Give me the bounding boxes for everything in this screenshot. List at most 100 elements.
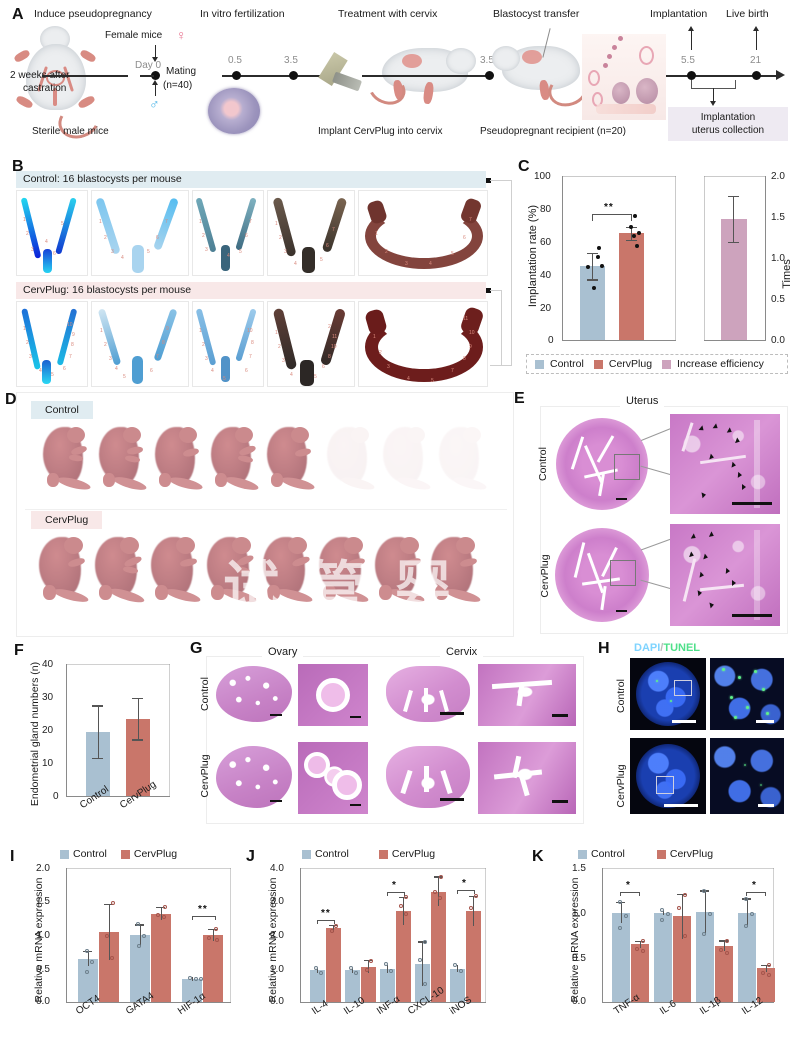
panel-i-top-spine [66,868,231,869]
panel-j-significance-bracket-infa [387,892,405,896]
panel-j-error-control-cxcl10 [422,941,424,986]
panel-j-error-cervplug-il4 [333,925,335,932]
panel-i-legend: Control CervPlug [60,848,177,860]
cervplug-applicator [331,71,363,92]
panel-k-error-control-il12 [746,898,748,927]
panel-j-errorcap-il10-t [364,960,372,962]
panel-k-ytick-1p0: 1.0 [572,908,586,919]
pup-control-5 [263,425,317,503]
implantation-uterus-collection-box: Implantation uterus collection [668,107,788,141]
panel-c-ytick-20: 20 [540,303,552,314]
panel-c-ytick-right-0: 0.0 [771,335,785,346]
panel-g-row-label-cervplug: CervPlug [199,754,211,798]
panel-d-tag-control: Control [31,401,93,419]
panel-j-error-cervplug-cxcl10 [438,876,440,907]
panel-j-errorcap-inos-t [469,895,477,898]
panel-j-ytick-0p0: 0.0 [270,996,284,1007]
panel-i-error-control-hif1a [191,976,193,981]
panel-h: H DAPI/TUNEL Control CervPlug [598,640,794,840]
panel-c-errorcap-bottom-increase [728,241,739,243]
panel-g-ovary-low-control [214,664,294,726]
panel-k-top-spine [602,868,774,869]
legend-label-cervplug: CervPlug [608,358,653,370]
panel-h-tunel-zoom-cervplug [710,738,784,814]
panel-c-errorcap-bottom-control [587,279,598,281]
panel-f-right-spine [169,664,170,796]
panel-c-errorcap-top-control [587,253,598,255]
timepoint-1: 3.5 [284,55,298,66]
legend-swatch-control [60,849,69,859]
panel-c-ylabel: Implantation rate (%) [527,204,539,308]
panel-c-ytick-100: 100 [534,171,551,182]
collection-line-2: uterus collection [691,125,765,136]
livebirth-arrow-head [753,26,759,31]
panel-i-bar-cervplug-gata4 [151,913,171,1002]
panel-j-ytick-3p0: 3.0 [270,896,284,907]
panel-f-ytick-10: 10 [42,758,54,769]
pup-cervplug-4 [203,535,259,617]
panel-k-errorcap-tnfa-c [616,901,625,904]
panel-e-row-label-control: Control [537,447,549,481]
panel-d-divider [25,509,507,510]
panel-a-heading-5: Live birth [726,8,769,20]
panel-f-ylabel: Endometrial gland numbers (n) [29,661,41,807]
panel-k-error-control-il1b [704,890,706,934]
panel-c-right-subplot-y-axis [765,176,766,340]
panel-k-bar-control-il1b [696,911,714,1002]
panel-j-bar-cervplug-infa [396,910,411,1002]
panel-j-error-cervplug-inos [473,895,475,926]
female-arrow-head [152,57,158,62]
castration-label: castration [23,83,67,94]
timeline-segment-3 [666,75,776,78]
panel-f-ytick-20: 20 [42,725,54,736]
legend-swatch-cervplug [656,849,666,859]
panel-k-error-cervplug-il1b [723,940,725,952]
pup-cervplug-8 [427,535,483,617]
collection-arrow-stem [713,88,715,102]
pup-control-2 [95,425,149,503]
panel-a: A Induce pseudopregnancy In vitro fertil… [0,0,796,152]
panel-e-letter: E [514,390,525,407]
panel-k-legend: Control CervPlug [578,848,713,860]
panel-c-point-control [586,265,590,269]
panel-c-point-control [600,264,604,268]
embryo-transfer-dish-illustration [582,34,666,120]
panel-c-y-axis [562,176,563,340]
panel-e-title: Uterus [620,395,665,407]
panel-b-band-control: Control: 16 blastocysts per mouse [16,171,486,188]
mating-n-label: (n=40) [163,80,193,91]
panel-j-significance-bracket-il4 [317,920,335,924]
male-symbol-icon: ♂ [149,96,160,112]
implantation-arrow-head [688,26,694,31]
panel-g: G Ovary Cervix Control CervPlug [190,640,592,840]
panel-i-bar-control-hif1a [182,978,202,1002]
panel-d-letter: D [5,391,17,408]
panel-i-error-cervplug-hif1a [212,929,214,941]
timeline-dot-5p5 [687,71,696,80]
panel-k-bar-cervplug-il1b [715,945,733,1002]
panel-h-row-label-control: Control [615,679,627,713]
panel-h-row-label-cervplug: CervPlug [615,764,627,808]
panel-i-error-control-gata4 [139,924,141,946]
panel-f-top-spine [66,664,170,665]
panel-f-x-axis [66,796,170,797]
panel-a-heading-2: Treatment with cervix [338,8,438,20]
panel-b-letter: B [12,158,24,175]
legend-label-control: Control [73,848,107,860]
panel-k-y-axis [602,868,603,1002]
panel-c-ytick-60: 60 [540,237,552,248]
timeline-segment-1 [222,75,332,78]
female-mice-label: Female mice [105,30,163,41]
panel-j-right-spine [485,868,486,1002]
panel-a-heading-1: In vitro fertilization [200,8,285,20]
panel-d-tag-cervplug: CervPlug [31,511,103,529]
panel-c-right-spine [675,176,676,340]
pup-control-faded-6 [323,425,377,503]
panel-b-connector-cervplug [490,290,502,366]
